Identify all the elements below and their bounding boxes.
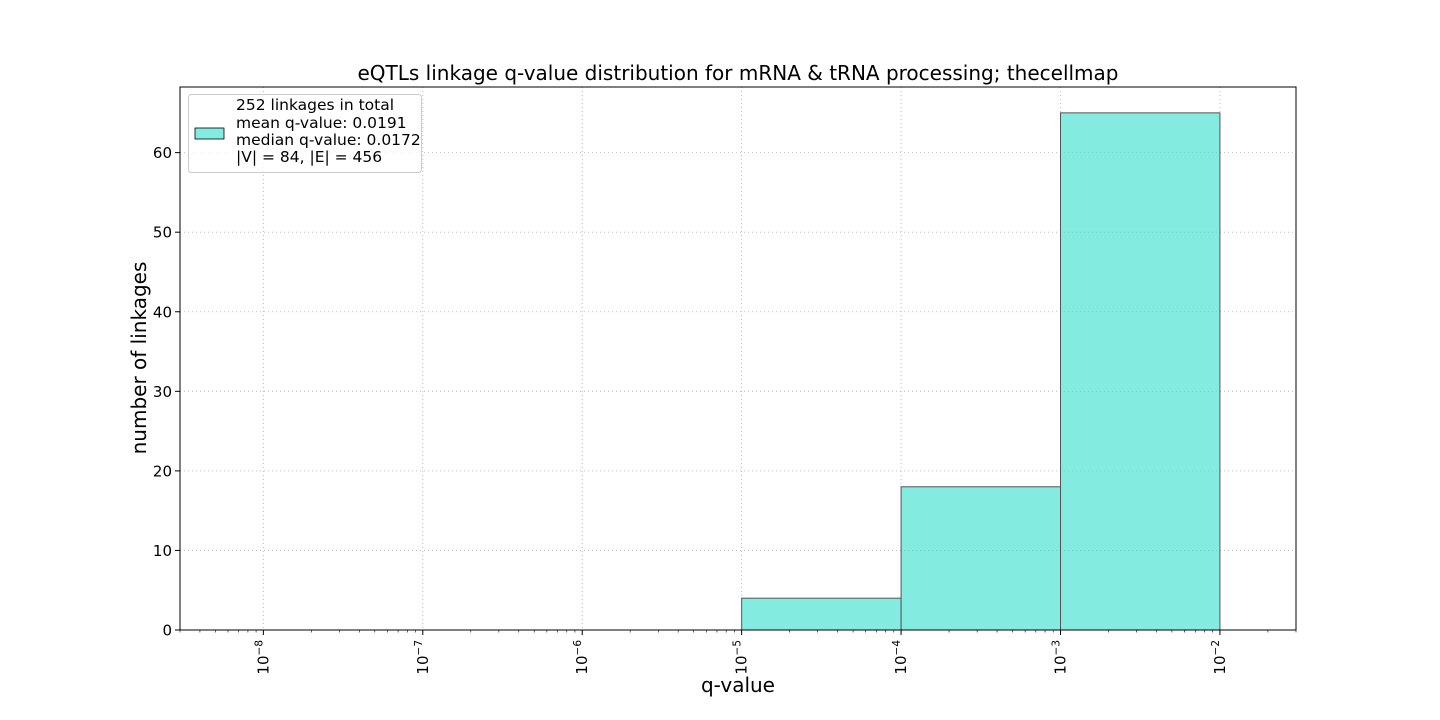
y-tick-label: 10 [153,542,172,560]
y-tick-label: 40 [153,303,172,321]
y-tick-label: 30 [153,383,172,401]
x-tick-label: 10−8 [253,640,272,675]
x-axis-label: q-value [701,673,775,697]
y-tick-label: 20 [153,462,172,480]
histogram-bars [741,112,1221,631]
x-tick-label: 10−3 [1051,640,1070,675]
x-tick-label: 10−5 [732,640,751,675]
chart-title: eQTLs linkage q-value distribution for m… [358,61,1119,85]
legend-box [188,94,422,173]
x-tick-label: 10−7 [413,640,432,675]
y-axis-label: number of linkages [127,262,151,455]
x-tick-label: 10−6 [572,640,591,675]
x-axis-ticks: 10−8 10−7 10−6 10−5 10−4 10−3 10−2 [179,630,1297,675]
y-tick-label: 60 [153,144,172,162]
legend-line: |V| = 84, |E| = 456 [236,148,382,166]
legend-line: 252 linkages in total [236,96,394,114]
plot-frame [179,86,1297,631]
y-tick-label: 0 [162,622,172,640]
legend-line: mean q-value: 0.0191 [236,114,407,132]
legend-swatch [194,127,225,140]
y-axis-ticks: 0 10 20 30 40 50 60 [153,144,180,640]
x-tick-label: 10−2 [1210,640,1229,675]
x-tick-label: 10−4 [891,640,910,675]
histogram-bar [900,486,1062,631]
legend-line: median q-value: 0.0172 [236,131,421,149]
histogram-bar [1060,112,1221,631]
y-tick-label: 50 [153,224,172,242]
legend: 252 linkages in total mean q-value: 0.01… [188,94,422,173]
histogram-bar [741,597,902,631]
